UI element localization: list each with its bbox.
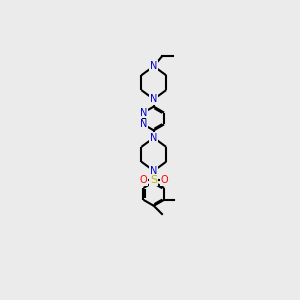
Text: N: N [140, 108, 147, 118]
Text: N: N [150, 133, 158, 143]
Text: S: S [150, 175, 157, 185]
Text: N: N [150, 61, 158, 71]
Text: N: N [140, 119, 147, 129]
Text: O: O [139, 175, 147, 185]
Text: O: O [161, 175, 168, 185]
Text: N: N [150, 94, 158, 104]
Text: N: N [150, 166, 158, 176]
